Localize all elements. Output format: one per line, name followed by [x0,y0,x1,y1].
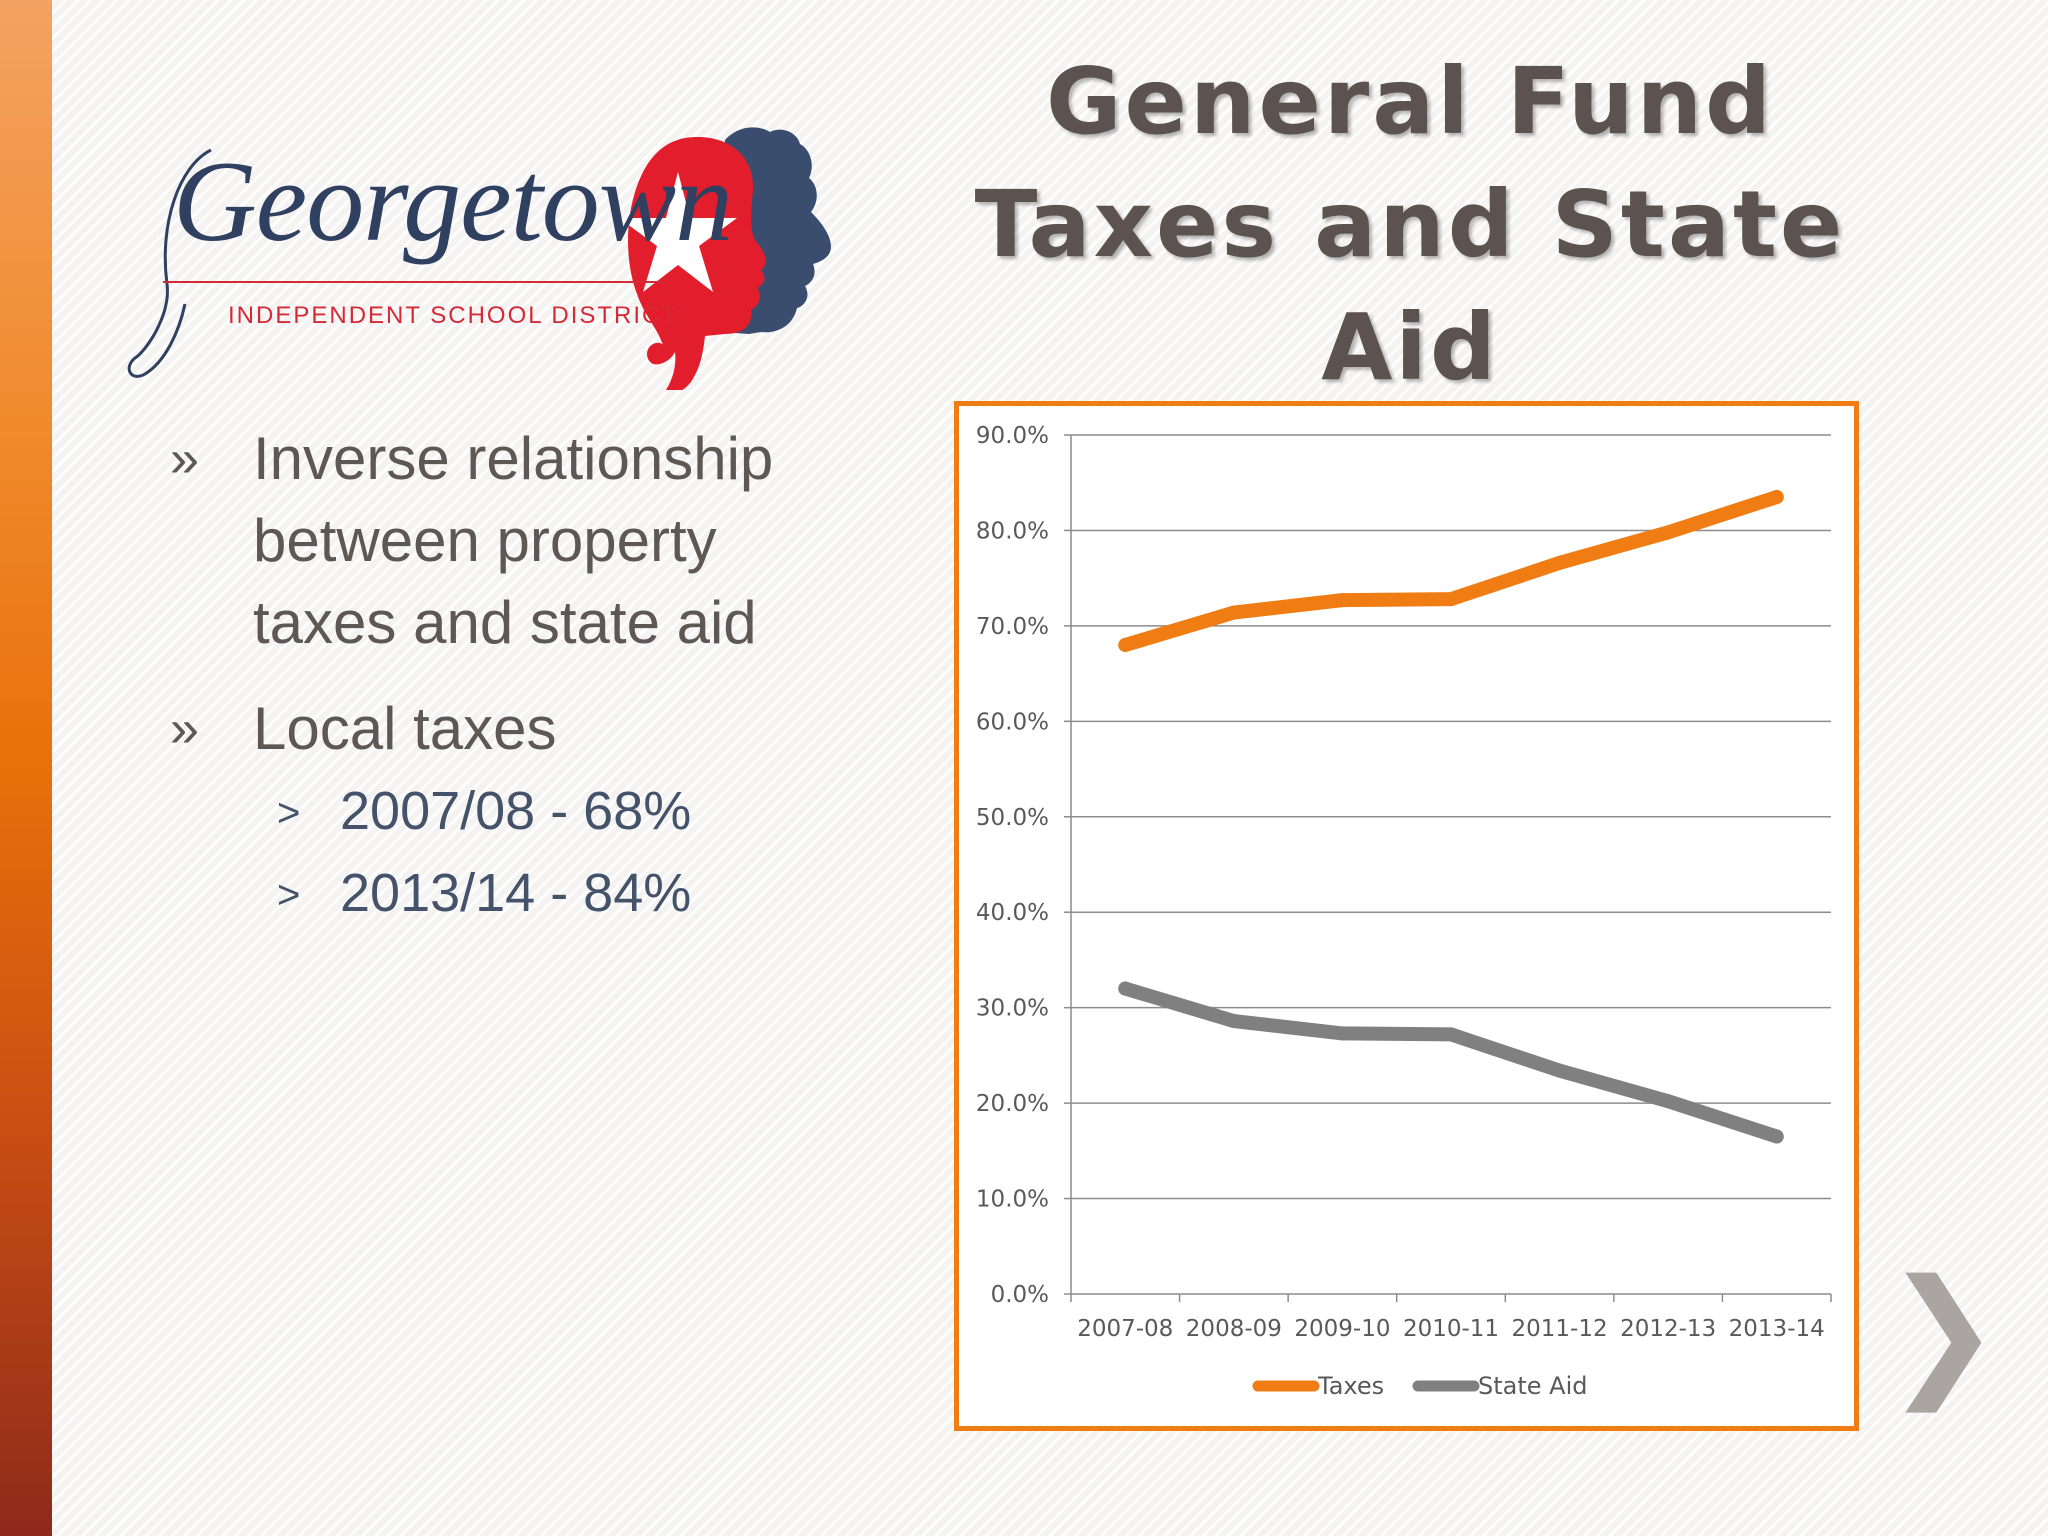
logo-wordmark: Georgetown [173,138,733,266]
x-tick-label: 2010-11 [1403,1316,1499,1342]
y-tick-label: 50.0% [976,805,1049,831]
y-tick-label: 60.0% [976,709,1049,735]
y-tick-label: 10.0% [976,1187,1049,1213]
series-line-0 [1118,490,1784,652]
sub-bullet-marker: > [277,791,301,835]
slide-title: General Fund Taxes and State Aid [974,48,1846,401]
district-logo: Georgetown INDEPENDENT SCHOOL DISTRICT [125,120,860,390]
series-point-1 [1226,1014,1241,1029]
line-chart: 0.0% 10.0% 20.0% 30.0% 40.0% 50.0% 60.0% 70.0% 8… [976,423,1832,1400]
y-tick-label: 0.0% [991,1282,1049,1308]
bullet-text: Local taxes [253,695,557,762]
series-point-1 [1552,1063,1567,1078]
y-tick-label: 70.0% [976,614,1049,640]
series-point-0 [1769,490,1784,505]
series-point-1 [1118,981,1133,996]
y-tick-label: 20.0% [976,1091,1049,1117]
logo-g-flourish [127,148,212,378]
logo-star [619,172,737,292]
x-tick-label: 2008-09 [1186,1316,1282,1342]
bullet-item: » Local taxes > 2007/08 - 68% > 2013/14 … [170,688,870,934]
legend-label: State Aid [1478,1372,1587,1400]
chevron-right-icon: ❯ [1884,1250,2002,1413]
sub-bullet-marker: > [277,873,301,917]
series-point-0 [1226,605,1241,620]
series-point-1 [1769,1129,1784,1144]
x-tick-label: 2009-10 [1294,1316,1390,1342]
legend-label: Taxes [1317,1372,1384,1400]
series-point-1 [1444,1027,1458,1042]
x-tick-label: 2007-08 [1077,1316,1173,1342]
logo-underline [163,281,663,283]
sub-bullet-item: > 2007/08 - 68% [170,770,870,852]
logo-graphic [127,127,831,390]
y-tick-label: 30.0% [976,996,1049,1022]
series-point-0 [1444,592,1458,607]
next-slide-button[interactable]: ❯ [1884,1262,2001,1402]
y-tick-label: 40.0% [976,900,1049,926]
chart-frame: 0.0% 10.0% 20.0% 30.0% 40.0% 50.0% 60.0% 70.0% 8… [954,401,1859,1431]
sub-bullet-item: > 2013/14 - 84% [170,852,870,934]
series-point-0 [1118,637,1133,652]
series-point-1 [1335,1026,1350,1041]
sub-bullet-text: 2007/08 - 68% [340,781,692,841]
series-point-0 [1552,555,1567,570]
bullet-list: » Inverse relationship between property … [170,418,870,958]
series-point-1 [1661,1094,1676,1109]
x-tick-label: 2013-14 [1729,1316,1825,1342]
bullet-text: Inverse relationship between property ta… [253,425,774,656]
y-tick-label: 90.0% [976,423,1049,449]
sub-bullet-text: 2013/14 - 84% [340,863,692,923]
series-line-1 [1118,981,1784,1144]
series-point-0 [1661,525,1676,540]
side-accent-bar [0,0,52,1536]
y-tick-label: 80.0% [976,518,1049,544]
bullet-item: » Inverse relationship between property … [170,418,870,664]
x-tick-label: 2011-12 [1512,1316,1608,1342]
logo-subtitle: INDEPENDENT SCHOOL DISTRICT [228,302,679,329]
bullet-marker: » [170,430,199,488]
bullet-marker: » [170,700,199,758]
series-point-0 [1335,593,1350,608]
x-tick-label: 2012-13 [1620,1316,1716,1342]
